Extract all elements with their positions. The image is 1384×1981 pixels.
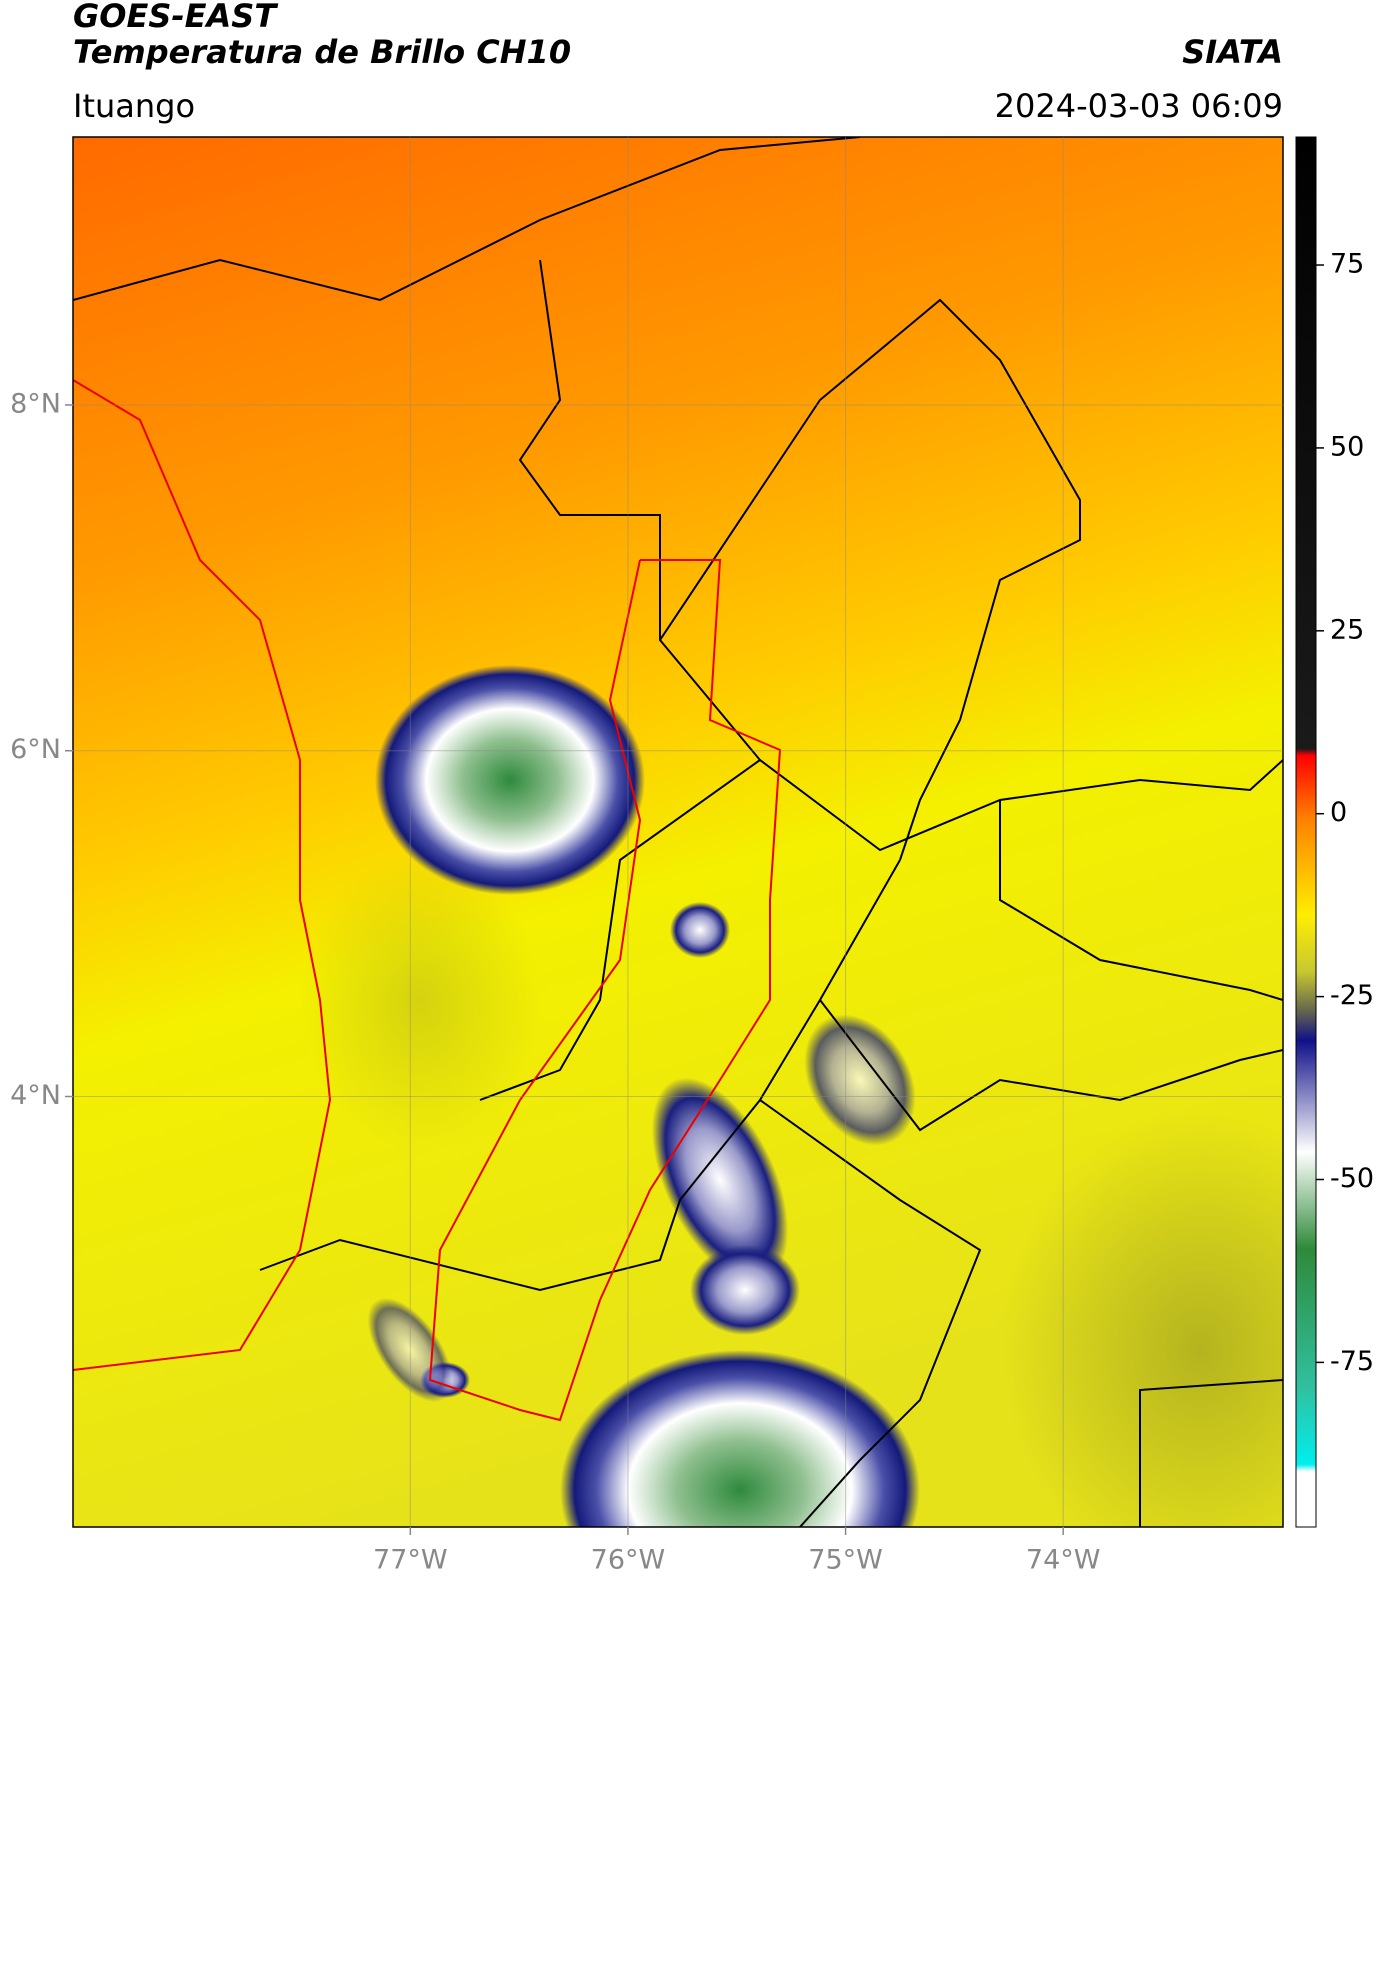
colorbar-label: -50 — [1330, 1163, 1374, 1194]
location: Ituango — [73, 87, 195, 125]
colorbar-label: 75 — [1330, 249, 1364, 280]
title: GOES-EAST — [73, 0, 278, 35]
y-tick-label: 4°N — [10, 1080, 61, 1111]
timestamp: 2024-03-03 06:09 — [995, 87, 1283, 125]
colorbar-label: 0 — [1330, 797, 1347, 828]
colorbar — [1295, 136, 1317, 1528]
colorbar-label: 25 — [1330, 614, 1364, 645]
x-tick-label: 75°W — [808, 1545, 883, 1576]
x-tick-label: 74°W — [1026, 1545, 1101, 1576]
y-tick-label: 6°N — [10, 734, 61, 765]
map-image — [73, 137, 1283, 1527]
subtitle: Temperatura de Brillo CH10 — [73, 33, 571, 71]
x-tick-label: 76°W — [591, 1545, 666, 1576]
y-tick-label: 8°N — [10, 388, 61, 419]
x-tick-label: 77°W — [373, 1545, 448, 1576]
colorbar-label: 50 — [1330, 431, 1364, 462]
brand: SIATA — [1182, 33, 1283, 71]
colorbar-label: -75 — [1330, 1346, 1374, 1377]
colorbar-label: -25 — [1330, 980, 1374, 1011]
map-frame — [72, 136, 1284, 1528]
